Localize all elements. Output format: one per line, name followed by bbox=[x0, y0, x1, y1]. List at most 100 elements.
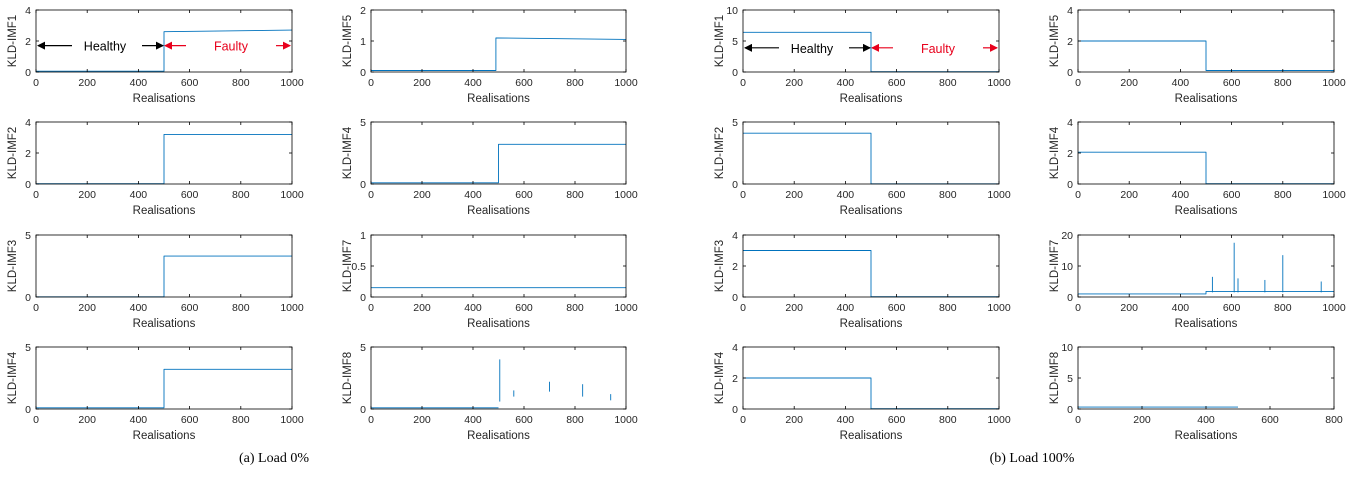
x-axis-label-b-imf4b: Realisations bbox=[840, 430, 903, 442]
x-tick-label-a-imf8-0: 0 bbox=[368, 414, 374, 426]
x-tick-label-a-imf7-0: 0 bbox=[368, 302, 374, 314]
series-line-b-imf3 bbox=[743, 250, 999, 298]
y-axis-label-a-imf3: KLD-IMF3 bbox=[7, 240, 19, 292]
x-tick-label-b-imf2-3: 600 bbox=[888, 189, 906, 201]
x-tick-label-a-imf2-5: 1000 bbox=[280, 189, 304, 201]
subplot-a-imf3: 0 200 400 600 800 1000 0 5 Realisations KLD-IMF3 bbox=[7, 230, 304, 330]
x-tick-label-b-imf2-0: 0 bbox=[740, 189, 746, 201]
y-tick-label-a-imf1-1: 2 bbox=[25, 36, 31, 48]
subplot-a-imf4: 0 200 400 600 800 1000 0 5 Realisations KLD-IMF4 bbox=[342, 117, 638, 217]
x-axis-label-a-imf3: Realisations bbox=[133, 318, 196, 330]
x-tick-label-a-imf3-4: 800 bbox=[232, 302, 250, 314]
faulty-label-b-imf1: Faulty bbox=[921, 42, 956, 56]
x-tick-label-a-imf7-1: 200 bbox=[413, 302, 431, 314]
x-tick-label-b-imf5-4: 800 bbox=[1274, 77, 1292, 89]
x-tick-label-a-imf3-5: 1000 bbox=[280, 302, 304, 314]
y-axis-label-a-imf4b: KLD-IMF4 bbox=[7, 351, 19, 404]
x-tick-label-a-imf1-5: 1000 bbox=[280, 77, 304, 89]
x-tick-label-a-imf1-1: 200 bbox=[78, 77, 96, 89]
y-tick-label-b-imf2-0: 0 bbox=[732, 179, 738, 191]
y-tick-label-a-imf4b-0: 0 bbox=[25, 404, 31, 416]
y-tick-label-b-imf8-2: 10 bbox=[1061, 342, 1073, 354]
x-tick-label-b-imf5-0: 0 bbox=[1075, 77, 1081, 89]
y-axis-label-b-imf7: KLD-IMF7 bbox=[1049, 240, 1061, 292]
x-tick-label-a-imf4b-4: 800 bbox=[232, 414, 250, 426]
y-tick-label-a-imf5-2: 2 bbox=[360, 5, 366, 17]
x-tick-label-a-imf4b-0: 0 bbox=[33, 414, 39, 426]
y-tick-label-a-imf2-2: 4 bbox=[25, 117, 31, 129]
x-tick-label-b-imf7-0: 0 bbox=[1075, 302, 1081, 314]
x-tick-label-a-imf8-1: 200 bbox=[413, 414, 431, 426]
y-axis-label-a-imf4: KLD-IMF4 bbox=[342, 126, 354, 179]
x-tick-label-a-imf4-2: 400 bbox=[464, 189, 482, 201]
x-tick-label-b-imf4b-0: 0 bbox=[740, 414, 746, 426]
healthy-label-a-imf1: Healthy bbox=[84, 40, 127, 54]
subplot-grid: 0 200 400 600 800 1000024RealisationsKLD-IMF1… bbox=[7, 5, 1346, 442]
x-tick-label-b-imf1-5: 1000 bbox=[987, 77, 1011, 89]
x-tick-label-a-imf5-2: 400 bbox=[464, 77, 482, 89]
x-tick-label-b-imf4b-3: 600 bbox=[888, 414, 906, 426]
x-tick-label-a-imf5-5: 1000 bbox=[614, 77, 638, 89]
subplot-a-imf2: 0 200 400 600 800 1000 0 2 4 Realisations KLD-IMF2 bbox=[7, 117, 304, 217]
x-tick-label-a-imf5-0: 0 bbox=[368, 77, 374, 89]
subplot-b-imf7: 0 200 400 600 800 1000 0 10 20 Realisations KLD-IM… bbox=[1049, 230, 1346, 330]
x-axis-label-b-imf3: Realisations bbox=[840, 318, 903, 330]
x-tick-label-a-imf4b-1: 200 bbox=[78, 414, 96, 426]
x-tick-label-a-imf4-1: 200 bbox=[413, 189, 431, 201]
subplot-a-imf7: 0 200 400 600 800 1000 0 0.5 1 Realisations KLD-IM… bbox=[342, 230, 638, 330]
y-tick-label-a-imf2-0: 0 bbox=[25, 179, 31, 191]
series-line-a-imf1 bbox=[36, 29, 293, 72]
y-tick-label-a-imf4-1: 5 bbox=[360, 117, 366, 129]
x-tick-label-b-imf3-1: 200 bbox=[785, 302, 803, 314]
x-tick-label-b-imf7-4: 800 bbox=[1274, 302, 1292, 314]
subplot-b-imf4b: 0 200 400 600 800 1000 0 2 4 Realisations KLD-IMF4 bbox=[714, 342, 1011, 442]
y-axis-label-a-imf2: KLD-IMF2 bbox=[7, 127, 19, 179]
x-tick-label-a-imf7-3: 600 bbox=[515, 302, 533, 314]
x-tick-label-a-imf3-1: 200 bbox=[78, 302, 96, 314]
x-axis-label-b-imf8: Realisations bbox=[1175, 430, 1238, 442]
axes-box-b-imf7 bbox=[1077, 234, 1335, 298]
x-axis-label-a-imf1: Realisations bbox=[133, 93, 196, 105]
series-line-b-imf4 bbox=[1078, 151, 1334, 185]
x-tick-label-a-imf4-4: 800 bbox=[566, 189, 584, 201]
x-axis-label-a-imf2: Realisations bbox=[133, 205, 196, 217]
axes-box-a-imf3 bbox=[35, 234, 293, 298]
x-tick-label-b-imf1-0: 0 bbox=[740, 77, 746, 89]
x-axis-label-b-imf7: Realisations bbox=[1175, 318, 1238, 330]
y-tick-label-b-imf4-1: 2 bbox=[1067, 148, 1073, 160]
x-tick-label-b-imf4-3: 600 bbox=[1223, 189, 1241, 201]
x-tick-label-a-imf2-1: 200 bbox=[78, 189, 96, 201]
x-tick-label-b-imf8-3: 600 bbox=[1261, 414, 1279, 426]
series-line-a-imf3 bbox=[36, 255, 292, 298]
x-tick-label-b-imf4-1: 200 bbox=[1120, 189, 1138, 201]
x-tick-label-b-imf3-2: 400 bbox=[837, 302, 855, 314]
x-tick-label-b-imf1-2: 400 bbox=[837, 77, 855, 89]
y-axis-label-b-imf1: KLD-IMF1 bbox=[714, 15, 726, 67]
y-tick-label-a-imf3-0: 0 bbox=[25, 292, 31, 304]
y-tick-label-b-imf4-2: 4 bbox=[1067, 117, 1073, 129]
caption-load-0: (a) Load 0% bbox=[239, 451, 309, 466]
y-tick-label-b-imf1-0: 0 bbox=[732, 67, 738, 79]
x-tick-label-a-imf5-4: 800 bbox=[566, 77, 584, 89]
y-tick-label-b-imf4b-2: 4 bbox=[732, 342, 738, 354]
y-tick-label-b-imf5-0: 0 bbox=[1067, 67, 1073, 79]
x-tick-label-a-imf4-0: 0 bbox=[368, 189, 374, 201]
y-tick-label-b-imf7-2: 20 bbox=[1061, 230, 1073, 242]
x-tick-label-a-imf4-5: 1000 bbox=[614, 189, 638, 201]
x-tick-label-b-imf3-0: 0 bbox=[740, 302, 746, 314]
y-tick-label-a-imf4-0: 0 bbox=[360, 179, 366, 191]
x-tick-label-a-imf5-3: 600 bbox=[515, 77, 533, 89]
x-tick-label-a-imf2-3: 600 bbox=[181, 189, 199, 201]
y-tick-label-a-imf4b-1: 5 bbox=[25, 342, 31, 354]
y-tick-label-b-imf7-0: 0 bbox=[1067, 292, 1073, 304]
x-tick-label-a-imf8-2: 400 bbox=[464, 414, 482, 426]
x-tick-label-a-imf8-3: 600 bbox=[515, 414, 533, 426]
x-tick-label-b-imf4-4: 800 bbox=[1274, 189, 1292, 201]
x-tick-label-a-imf8-5: 1000 bbox=[614, 414, 638, 426]
series-line-b-imf1 bbox=[743, 31, 999, 73]
subplot-a-imf1: 0 200 400 600 800 1000 0 2 4 Realisations KLD-IMF1… bbox=[7, 5, 304, 105]
subplot-b-imf3: 0 200 400 600 800 1000 0 2 4 Realisations KLD-IMF3 bbox=[714, 230, 1011, 330]
series-line-a-imf4b bbox=[36, 368, 292, 409]
y-axis-label-b-imf2: KLD-IMF2 bbox=[714, 127, 726, 179]
